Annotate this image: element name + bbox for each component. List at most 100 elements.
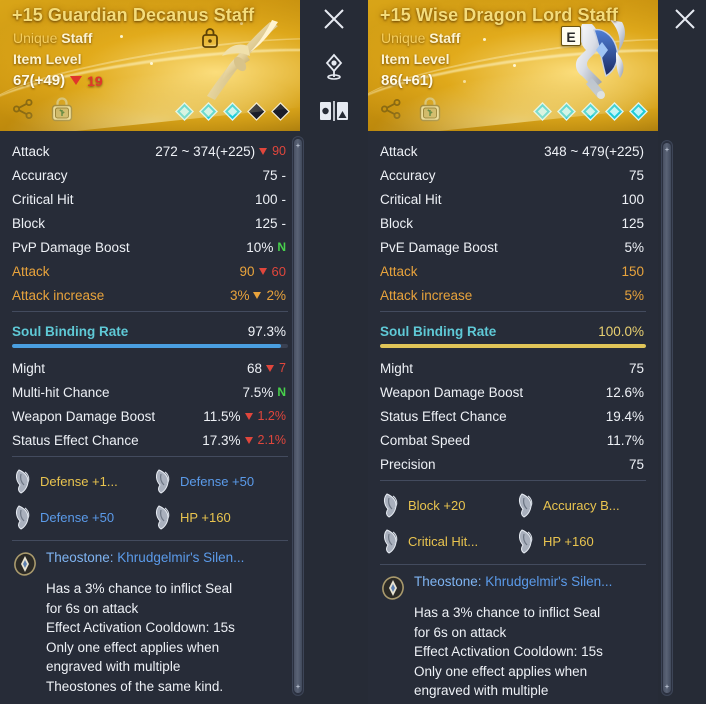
share-icon[interactable] — [11, 97, 35, 121]
scrollbar-thumb[interactable] — [663, 143, 671, 693]
stat-value: 272 ~ 374(+225) — [155, 143, 256, 159]
right-primary-stats: Attack 348 ~ 479(+225) Accuracy 75 Criti… — [368, 135, 658, 307]
scrollbar-nub-bottom — [295, 684, 301, 689]
compare-items-icon[interactable] — [319, 100, 349, 122]
stat-badge: N — [277, 385, 286, 399]
stat-label: PvE Damage Boost — [380, 239, 498, 255]
left-stats-body: Attack 272 ~ 374(+225) 90 Accuracy 75 - — [0, 131, 300, 704]
left-panel-scrollbar[interactable] — [292, 136, 304, 696]
right-soul-binding-section: Soul Binding Rate 100.0% — [368, 315, 658, 343]
left-item-level-value: 67(+49) — [13, 72, 66, 89]
stat-suffix: - — [281, 191, 287, 207]
equipped-badge: E — [561, 26, 581, 46]
section-divider — [12, 456, 288, 457]
close-icon[interactable] — [672, 6, 698, 32]
sparkle — [150, 62, 153, 65]
stat-value: 5% — [624, 287, 644, 303]
stat-value: 100 — [621, 191, 644, 207]
left-item-name: +15 Guardian Decanus Staff — [12, 5, 255, 25]
section-divider — [380, 564, 646, 565]
theostone-line: Theostones of the same kind. — [46, 678, 224, 694]
gem-filled-icon — [605, 102, 624, 121]
down-arrow-icon — [244, 412, 253, 420]
enchant-item[interactable]: Defense +1... — [12, 468, 148, 494]
theostone-title[interactable]: Theostone: Khrudgelmir's Silen... — [46, 550, 244, 565]
stat-label: Attack — [12, 143, 50, 159]
stat-label: Combat Speed — [380, 432, 471, 448]
gem-filled-icon — [223, 102, 242, 121]
gold-lock-icon[interactable] — [417, 95, 443, 123]
scrollbar-thumb[interactable] — [294, 139, 302, 693]
left-item-type: Unique Staff — [13, 30, 92, 46]
stat-label: Block — [380, 215, 414, 231]
down-arrow-icon — [70, 76, 83, 85]
close-icon[interactable] — [321, 6, 347, 32]
stat-value: 17.3% — [202, 432, 241, 448]
theostone-title[interactable]: Theostone: Khrudgelmir's Silen... — [414, 574, 612, 589]
map-pin-icon[interactable] — [321, 52, 347, 80]
stat-value: 125 — [621, 215, 644, 231]
right-item-category: Staff — [429, 30, 461, 46]
enchant-item[interactable]: Defense +50 — [152, 468, 288, 494]
stat-value-group: 125 - — [255, 216, 286, 231]
theostone-header: Theostone: Khrudgelmir's Silen... — [12, 550, 288, 577]
stat-label: Might — [380, 360, 414, 376]
gold-lock-icon[interactable] — [49, 95, 75, 123]
stat-row: Critical Hit 100 — [380, 187, 644, 211]
stat-row: Attack 150 — [380, 259, 644, 283]
right-gem-sockets — [533, 102, 648, 121]
left-soul-binding-section: Soul Binding Rate 97.3% — [0, 315, 300, 343]
theostone-header: Theostone: Khrudgelmir's Silen... — [380, 574, 646, 601]
left-primary-stats: Attack 272 ~ 374(+225) 90 Accuracy 75 - — [0, 135, 300, 307]
gem-empty-icon — [247, 102, 266, 121]
stat-value-group: 11.5% 1.2% — [203, 409, 286, 424]
enchant-item[interactable]: HP +160 — [515, 528, 646, 554]
theostone-line: Effect Activation Cooldown: 15s — [414, 644, 603, 659]
stat-value: 12.6% — [605, 384, 644, 400]
stat-row: Status Effect Chance 17.3% 2.1% — [12, 428, 286, 452]
theostone-line: Has a 3% chance to inflict Seal — [46, 581, 233, 596]
enchant-item[interactable]: Accuracy B... — [515, 492, 646, 518]
soul-binding-progressbar — [380, 344, 646, 348]
theostone-line: engraved with multiple — [46, 659, 181, 674]
down-arrow-icon — [259, 147, 268, 155]
enchant-item[interactable]: Defense +50 — [12, 504, 148, 530]
enchant-scroll-icon — [156, 469, 170, 494]
stat-row: Precision 75 — [380, 452, 644, 476]
enchant-item[interactable]: Critical Hit... — [380, 528, 511, 554]
enchant-item[interactable]: HP +160 — [152, 504, 288, 530]
scrollbar-nub-top — [295, 143, 301, 148]
right-panel-scrollbar[interactable] — [661, 140, 673, 696]
down-arrow-icon — [253, 291, 262, 299]
enchant-item[interactable]: Block +20 — [380, 492, 511, 518]
right-item-level-label: Item Level — [381, 51, 450, 67]
stat-row: Attack increase 5% — [380, 283, 644, 307]
stat-delta: 90 — [272, 144, 286, 158]
stat-badge: N — [277, 240, 286, 254]
enchant-label: Defense +50 — [180, 473, 255, 489]
enchant-scroll-icon — [16, 469, 30, 494]
stat-row: PvP Damage Boost 10% N — [12, 235, 286, 259]
theostone-prefix: Theostone: — [46, 550, 118, 565]
stat-value: 90 — [239, 263, 255, 279]
left-enchant-list: Defense +1... Defense +50 — [0, 460, 300, 536]
center-toolbar — [300, 0, 368, 704]
stat-value: 75 — [628, 167, 644, 183]
stat-row: PvE Damage Boost 5% — [380, 235, 644, 259]
soul-binding-progressbar — [12, 344, 288, 348]
stat-label: Precision — [380, 456, 436, 472]
gem-filled-icon — [175, 102, 194, 121]
sparkle — [120, 35, 123, 38]
scrollbar-nub-bottom — [664, 684, 670, 689]
share-icon[interactable] — [379, 97, 403, 121]
stat-label: Weapon Damage Boost — [12, 408, 156, 424]
enchant-scroll-icon — [519, 529, 533, 554]
stat-value: 7.5% — [242, 384, 274, 400]
stat-suffix: - — [281, 215, 287, 231]
stat-row: Accuracy 75 — [380, 163, 644, 187]
stat-row: Accuracy 75 - — [12, 163, 286, 187]
stat-row: Might 75 — [380, 356, 644, 380]
enchant-scroll-icon — [384, 529, 398, 554]
right-item-level-row: 86(+61) — [381, 72, 433, 89]
